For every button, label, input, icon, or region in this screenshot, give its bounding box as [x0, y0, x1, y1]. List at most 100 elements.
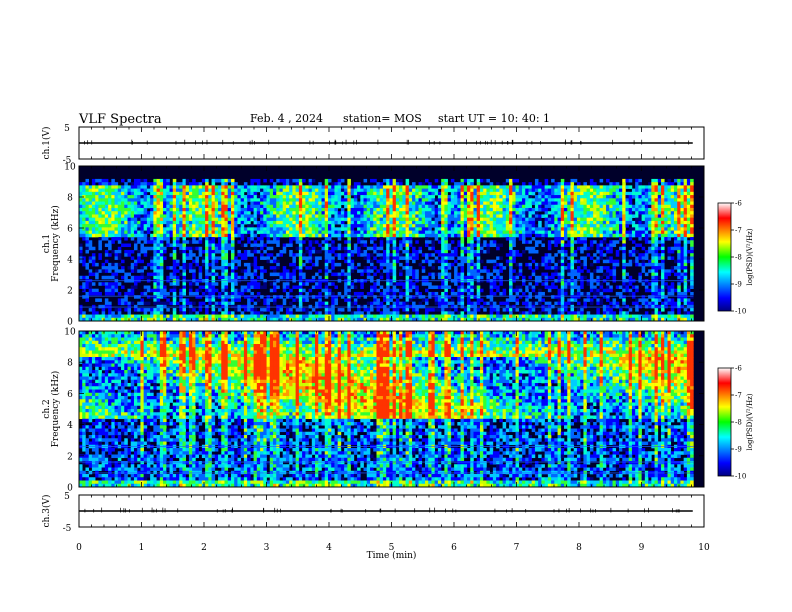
- spectrogram-cell: [376, 314, 381, 319]
- spectrogram-cell: [405, 266, 410, 270]
- spectrogram-cell: [315, 220, 319, 225]
- spectrogram-cell: [496, 191, 500, 196]
- spectrogram-cell: [311, 295, 316, 299]
- spectrogram-cell: [234, 227, 238, 231]
- spectrogram-cell: [370, 317, 374, 322]
- spectrogram-cell: [405, 314, 410, 319]
- spectrogram-cell: [467, 185, 471, 189]
- spectrogram-cell: [531, 308, 536, 312]
- spectrogram-cell: [169, 230, 174, 235]
- spectrogram-cell: [188, 230, 193, 235]
- spectrogram-cell: [324, 288, 329, 293]
- spectrogram-cell: [208, 201, 212, 206]
- spectrogram-cell: [392, 253, 397, 257]
- spectrogram-cell: [263, 188, 267, 193]
- spectrogram-cell: [218, 230, 222, 235]
- spectrogram-cell: [424, 301, 429, 306]
- spectrogram-cell: [269, 266, 274, 270]
- spectrogram-cell: [489, 198, 494, 202]
- spectrogram-cell: [479, 314, 484, 319]
- spectrogram-cell: [185, 214, 190, 218]
- spectrogram-cell: [140, 224, 144, 228]
- spectrogram-cell: [360, 253, 364, 257]
- spectrogram-cell: [308, 266, 313, 270]
- spectrogram-cell: [408, 204, 413, 209]
- spectrogram-cell: [240, 220, 245, 225]
- spectrogram-cell: [496, 227, 500, 231]
- spectrogram-cell: [379, 291, 384, 296]
- spectrogram-cell: [547, 288, 552, 293]
- spectrogram-cell: [285, 275, 290, 280]
- spectrogram-cell: [124, 243, 128, 248]
- spectrogram-cell: [111, 288, 115, 293]
- spectrogram-cell: [108, 243, 112, 248]
- spectrogram-cell: [496, 288, 500, 293]
- spectrogram-cell: [285, 311, 290, 315]
- spectrogram-cell: [441, 317, 445, 322]
- spectrogram-cell: [250, 217, 254, 222]
- spectrogram-cell: [382, 214, 387, 218]
- spectrogram-cell: [399, 256, 403, 260]
- spectrogram-cell: [282, 198, 287, 202]
- spectrogram-cell: [292, 259, 296, 264]
- spectrogram-cell: [376, 304, 381, 309]
- spectrogram-cell: [195, 227, 199, 231]
- spectrogram-cell: [321, 224, 326, 228]
- spectrogram-cell: [421, 298, 426, 302]
- spectrogram-cell: [101, 178, 106, 183]
- spectrogram-cell: [544, 191, 549, 196]
- spectrogram-cell: [298, 233, 303, 238]
- spectrogram-cell: [376, 195, 381, 199]
- spectrogram-cell: [357, 295, 361, 299]
- spectrogram-cell: [285, 182, 290, 186]
- spectrogram-cell: [218, 233, 222, 238]
- spectrogram-cell: [111, 266, 115, 270]
- spectrogram-cell: [205, 220, 209, 225]
- spectrogram-cell: [347, 295, 351, 299]
- spectrogram-cell: [169, 314, 174, 319]
- spectrogram-cell: [470, 317, 474, 322]
- spectrogram-cell: [133, 240, 138, 244]
- spectrogram-cell: [505, 178, 510, 183]
- spectrogram-cell: [266, 295, 271, 299]
- spectrogram-cell: [544, 275, 549, 280]
- spectrogram-cell: [505, 230, 510, 235]
- spectrogram-cell: [130, 201, 135, 206]
- spectrogram-cell: [357, 304, 361, 309]
- spectrogram-cell: [509, 266, 513, 270]
- spectrogram-cell: [460, 249, 465, 254]
- spectrogram-cell: [211, 288, 216, 293]
- spectrogram-cell: [534, 282, 539, 286]
- spectrogram-cell: [399, 191, 403, 196]
- spectrogram-cell: [431, 272, 435, 277]
- spectrogram-cell: [156, 188, 161, 193]
- spectrogram-cell: [531, 301, 536, 306]
- spectrogram-cell: [379, 301, 384, 306]
- spectrogram-cell: [405, 246, 410, 251]
- spectrogram-cell: [424, 211, 429, 215]
- spectrogram-cell: [305, 237, 309, 241]
- spectrogram-cell: [489, 224, 494, 228]
- spectrogram-cell: [386, 285, 390, 290]
- spectrogram-cell: [247, 220, 251, 225]
- spectrogram-cell: [211, 230, 216, 235]
- spectrogram-cell: [522, 282, 526, 286]
- spectrogram-cell: [269, 311, 274, 315]
- spectrogram-cell: [376, 230, 381, 235]
- spectrogram-cell: [282, 217, 287, 222]
- spectrogram-cell: [366, 266, 371, 270]
- spectrogram-cell: [185, 262, 190, 267]
- spectrogram-cell: [392, 220, 397, 225]
- spectrogram-cell: [340, 211, 345, 215]
- spectrogram-cell: [253, 256, 258, 260]
- spectrogram-cell: [450, 314, 455, 319]
- spectrogram-cell: [98, 317, 102, 322]
- spectrogram-cell: [412, 269, 416, 273]
- spectrogram-cell: [363, 304, 368, 309]
- spectrogram-cell: [227, 227, 232, 231]
- spectrogram-cell: [227, 243, 232, 248]
- spectrogram-cell: [450, 240, 455, 244]
- spectrogram-cell: [88, 227, 93, 231]
- spectrogram-cell: [366, 204, 371, 209]
- spectrogram-cell: [547, 214, 552, 218]
